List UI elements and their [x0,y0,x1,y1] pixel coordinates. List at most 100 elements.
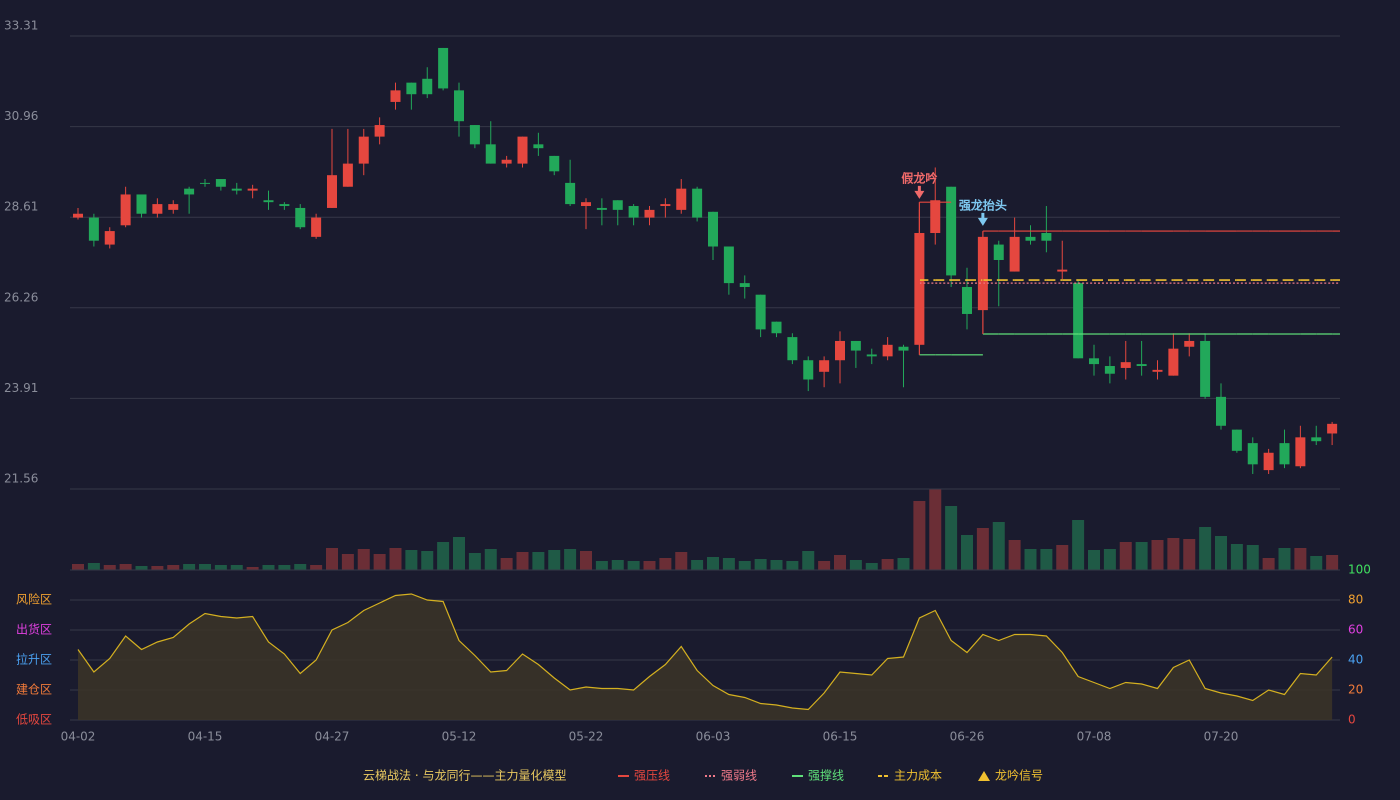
candle-body [374,125,385,137]
candle-body [676,188,687,210]
candle-body [485,144,496,164]
volume-bar [532,552,545,570]
volume-bar [389,548,402,570]
volume-bar [595,561,608,570]
volume-bar [659,558,672,570]
candle-body [327,175,337,208]
volume-bar [1072,520,1085,570]
candle-body [1041,233,1052,241]
volume-bar [1103,549,1116,570]
volume-bar [1119,542,1132,570]
candle-body [1120,362,1131,368]
candle-body [311,217,322,237]
indicator-line [77,593,1333,711]
candle-body [215,179,226,187]
volume-bar [564,549,577,570]
candle-body [1184,340,1195,347]
volume-bar [1262,558,1275,570]
volume-bar [341,554,354,570]
candle-body [962,286,972,314]
candle-body [136,194,147,214]
volume-bar [976,528,989,570]
volume-bar [262,565,275,570]
volume-bar [945,506,958,570]
volume-bar [1294,548,1307,570]
candle-body [1152,369,1163,372]
volume-bar [183,564,196,570]
candle-body [120,194,131,226]
volume-bar [453,537,465,570]
legend-label: 强弱线 [721,769,757,783]
candle-body [1231,429,1242,451]
volume-bar [691,560,704,570]
volume-bar [500,558,513,570]
candle-body [787,337,798,361]
candle-body [1247,443,1258,465]
legend-label: 龙吟信号 [995,768,1043,783]
volume-bar [580,551,592,570]
volume-bar [1215,536,1227,570]
candle-body [581,202,591,207]
signal-label: 强龙抬头 [959,197,1007,212]
candle-body [993,244,1004,260]
candle-body [358,136,369,164]
candle-body [771,321,782,334]
x-tick-label: 07-20 [1204,730,1239,744]
candle-body [819,360,830,372]
y-tick-label: 21.56 [4,472,38,486]
x-tick-label: 06-03 [696,730,731,744]
y-tick-label: 60 [1348,623,1363,637]
volume-bar [468,553,481,570]
y-tick-label: 20 [1348,683,1363,697]
candle-body [692,188,703,218]
candle-body [866,354,877,357]
candle-body [803,360,814,380]
legend-label: 强撑线 [808,768,844,783]
volume-bar [992,522,1005,570]
candle-body [708,211,718,247]
candle-body [469,125,480,145]
y-tick-label: 30.96 [4,109,38,123]
candle-body [628,206,639,218]
candle-body [533,144,544,149]
y-tick-label: 28.61 [4,200,38,214]
volume-bar [119,564,132,570]
candle-body [739,283,750,287]
volume-bar [1024,549,1037,570]
volume-bar [1056,545,1069,570]
candle-body [184,188,195,195]
signal-label: 假龙吟 [901,170,937,185]
volume-bar [1230,544,1243,570]
volume-bar [754,559,767,570]
candle-body [596,207,607,210]
x-tick-label: 05-22 [569,730,604,744]
candle-body [1104,366,1115,374]
x-tick-label: 07-08 [1077,730,1112,744]
volume-bar [802,551,815,570]
candle-body [1216,396,1226,426]
candle-body [882,344,893,357]
candle-body [898,346,909,351]
candle-body [1327,423,1338,434]
candle-body [517,136,528,164]
volume-bar [326,548,338,570]
candle-body [454,90,464,122]
volume-bar [1278,548,1291,570]
candle-body [438,47,449,89]
volume-bar [214,565,227,570]
volume-bar [1167,538,1180,570]
candle-body [1279,443,1290,465]
candle-body [1136,364,1147,367]
legend-title: 云梯战法 · 与龙同行——主力量化模型 [363,769,566,783]
volume-bar [849,560,862,570]
legend-label: 主力成本 [894,769,942,783]
volume-bar [103,565,116,570]
candle-body [644,209,655,218]
volume-bar [87,563,100,570]
candle-body [231,188,242,191]
zone-label: 拉升区 [16,652,52,667]
candle-body [1009,236,1020,272]
y-tick-label: 33.31 [4,19,38,33]
x-tick-label: 06-15 [823,730,858,744]
